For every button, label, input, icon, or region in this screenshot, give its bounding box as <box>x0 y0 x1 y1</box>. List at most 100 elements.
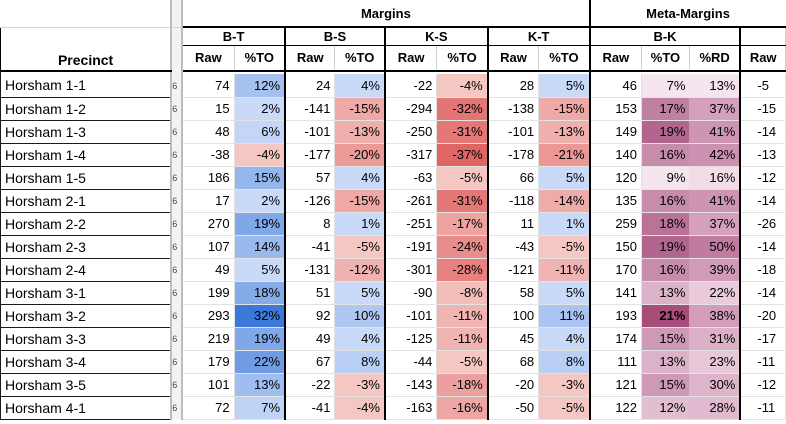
kt-to-cell[interactable]: -14% <box>538 189 591 213</box>
table-row[interactable]: Horsham 2-1 6 17 2% -126 -15% -261 -31% -118 -14%… <box>0 189 786 213</box>
kt-raw-cell[interactable]: -178 <box>487 143 540 167</box>
bk-raw-cell[interactable]: 153 <box>589 97 643 121</box>
col-bt-raw[interactable]: Raw <box>182 45 235 72</box>
bk-to-cell[interactable]: 19% <box>641 120 690 144</box>
bk-rd-cell[interactable]: 22% <box>689 281 742 305</box>
table-row[interactable]: Horsham 1-4 6 -38 -4% -177 -20% -317 -37% -178 -2… <box>0 143 786 167</box>
bs-raw-cell[interactable]: -41 <box>285 396 336 420</box>
bk-raw-cell[interactable]: 122 <box>589 396 643 420</box>
bs-raw-cell[interactable]: 24 <box>285 74 336 98</box>
subgroup-b-k[interactable]: B-K <box>589 27 742 46</box>
bs-to-cell[interactable]: -15% <box>334 97 386 121</box>
bs-to-cell[interactable]: -12% <box>334 258 386 282</box>
ks-raw-cell[interactable]: -125 <box>384 327 438 351</box>
bk-rd-cell[interactable]: 31% <box>689 327 742 351</box>
ks-raw-cell[interactable]: -191 <box>384 235 438 259</box>
kt-raw-cell[interactable]: -121 <box>487 258 540 282</box>
group-margins[interactable]: Margins <box>182 0 591 28</box>
bt-to-cell[interactable]: 15% <box>234 166 287 190</box>
ks-raw-cell[interactable]: -294 <box>384 97 438 121</box>
bk-rd-cell[interactable]: 16% <box>689 166 742 190</box>
ks-to-cell[interactable]: -18% <box>436 373 489 397</box>
bs-to-cell[interactable]: 4% <box>334 166 386 190</box>
bt-raw-cell[interactable]: 107 <box>182 235 235 259</box>
bs-raw-cell[interactable]: -22 <box>285 373 336 397</box>
precinct-cell[interactable]: Horsham 2-4 <box>0 258 172 282</box>
precinct-cell[interactable]: Horsham 2-1 <box>0 189 172 213</box>
bs-raw-cell[interactable]: 49 <box>285 327 336 351</box>
precinct-cell[interactable]: Horsham 3-5 <box>0 373 172 397</box>
ks-raw-cell[interactable]: -143 <box>384 373 438 397</box>
bs-raw-cell[interactable]: -177 <box>285 143 336 167</box>
subgroup-cut[interactable] <box>740 27 786 46</box>
kt-raw-cell[interactable]: -43 <box>487 235 540 259</box>
bt-to-cell[interactable]: 2% <box>234 97 287 121</box>
bk-raw-cell[interactable]: 141 <box>589 281 643 305</box>
bt-to-cell[interactable]: 12% <box>234 74 287 98</box>
bk-to-cell[interactable]: 13% <box>641 281 690 305</box>
frozen-edge-cell[interactable]: 6 <box>170 258 184 281</box>
bt-to-cell[interactable]: -4% <box>234 143 287 167</box>
bk-rd-cell[interactable]: 41% <box>689 189 742 213</box>
bk-raw-cell[interactable]: 193 <box>589 304 643 328</box>
col-bk-raw[interactable]: Raw <box>589 45 643 72</box>
bk-to-cell[interactable]: 17% <box>641 97 690 121</box>
col-bs-raw[interactable]: Raw <box>285 45 336 72</box>
kt-raw-cell[interactable]: 68 <box>487 350 540 374</box>
kt-to-cell[interactable]: -3% <box>538 373 591 397</box>
bs-to-cell[interactable]: 10% <box>334 304 386 328</box>
bk-rd-cell[interactable]: 37% <box>689 97 742 121</box>
precinct-cell[interactable]: Horsham 1-2 <box>0 97 172 121</box>
bt-to-cell[interactable]: 2% <box>234 189 287 213</box>
kt-to-cell[interactable]: 4% <box>538 327 591 351</box>
bs-to-cell[interactable]: -20% <box>334 143 386 167</box>
cut-cell[interactable]: -18 <box>740 258 786 282</box>
frozen-edge-cell[interactable]: 6 <box>170 396 184 419</box>
corner-cell[interactable] <box>0 0 172 28</box>
ks-raw-cell[interactable]: -261 <box>384 189 438 213</box>
kt-raw-cell[interactable]: -101 <box>487 120 540 144</box>
cut-cell[interactable]: -14 <box>740 189 786 213</box>
kt-to-cell[interactable]: 8% <box>538 350 591 374</box>
table-row[interactable]: Horsham 2-3 6 107 14% -41 -5% -191 -24% -43 -5% 15… <box>0 235 786 259</box>
ks-to-cell[interactable]: -8% <box>436 281 489 305</box>
table-row[interactable]: Horsham 1-1 6 74 12% 24 4% -22 -4% 28 5% 46 7% 13% -5 <box>0 74 786 98</box>
bk-rd-cell[interactable]: 37% <box>689 212 742 236</box>
precinct-cell[interactable]: Horsham 1-5 <box>0 166 172 190</box>
bk-rd-cell[interactable]: 28% <box>689 396 742 420</box>
bk-raw-cell[interactable]: 120 <box>589 166 643 190</box>
bk-raw-cell[interactable]: 150 <box>589 235 643 259</box>
bk-to-cell[interactable]: 15% <box>641 327 690 351</box>
bt-to-cell[interactable]: 32% <box>234 304 287 328</box>
ks-raw-cell[interactable]: -90 <box>384 281 438 305</box>
bk-to-cell[interactable]: 13% <box>641 350 690 374</box>
frozen-edge-cell[interactable]: 6 <box>170 304 184 327</box>
precinct-cell[interactable]: Horsham 3-4 <box>0 350 172 374</box>
kt-to-cell[interactable]: -5% <box>538 396 591 420</box>
precinct-cell[interactable]: Horsham 2-3 <box>0 235 172 259</box>
bt-raw-cell[interactable]: 15 <box>182 97 235 121</box>
frozen-edge-cell[interactable]: 6 <box>170 281 184 304</box>
kt-to-cell[interactable]: -5% <box>538 235 591 259</box>
cut-cell[interactable]: -14 <box>740 235 786 259</box>
table-row[interactable]: Horsham 3-3 6 219 19% 49 4% -125 -11% 45 4% 174 15%… <box>0 327 786 351</box>
ks-raw-cell[interactable]: -317 <box>384 143 438 167</box>
ks-to-cell[interactable]: -31% <box>436 120 489 144</box>
bs-to-cell[interactable]: -13% <box>334 120 386 144</box>
table-row[interactable]: Horsham 3-1 6 199 18% 51 5% -90 -8% 58 5% 141 13% 22… <box>0 281 786 305</box>
bs-raw-cell[interactable]: 67 <box>285 350 336 374</box>
bt-to-cell[interactable]: 22% <box>234 350 287 374</box>
table-row[interactable]: Horsham 3-5 6 101 13% -22 -3% -143 -18% -20 -3% 12… <box>0 373 786 397</box>
bk-raw-cell[interactable]: 259 <box>589 212 643 236</box>
kt-raw-cell[interactable]: 66 <box>487 166 540 190</box>
bk-to-cell[interactable]: 18% <box>641 212 690 236</box>
precinct-cell[interactable]: Horsham 1-4 <box>0 143 172 167</box>
ks-to-cell[interactable]: -31% <box>436 189 489 213</box>
bs-to-cell[interactable]: 5% <box>334 281 386 305</box>
frozen-edge-cell[interactable]: 6 <box>170 74 184 97</box>
bk-rd-cell[interactable]: 13% <box>689 74 742 98</box>
bk-raw-cell[interactable]: 121 <box>589 373 643 397</box>
ks-to-cell[interactable]: -32% <box>436 97 489 121</box>
frozen-divider[interactable] <box>170 0 184 28</box>
bk-raw-cell[interactable]: 170 <box>589 258 643 282</box>
